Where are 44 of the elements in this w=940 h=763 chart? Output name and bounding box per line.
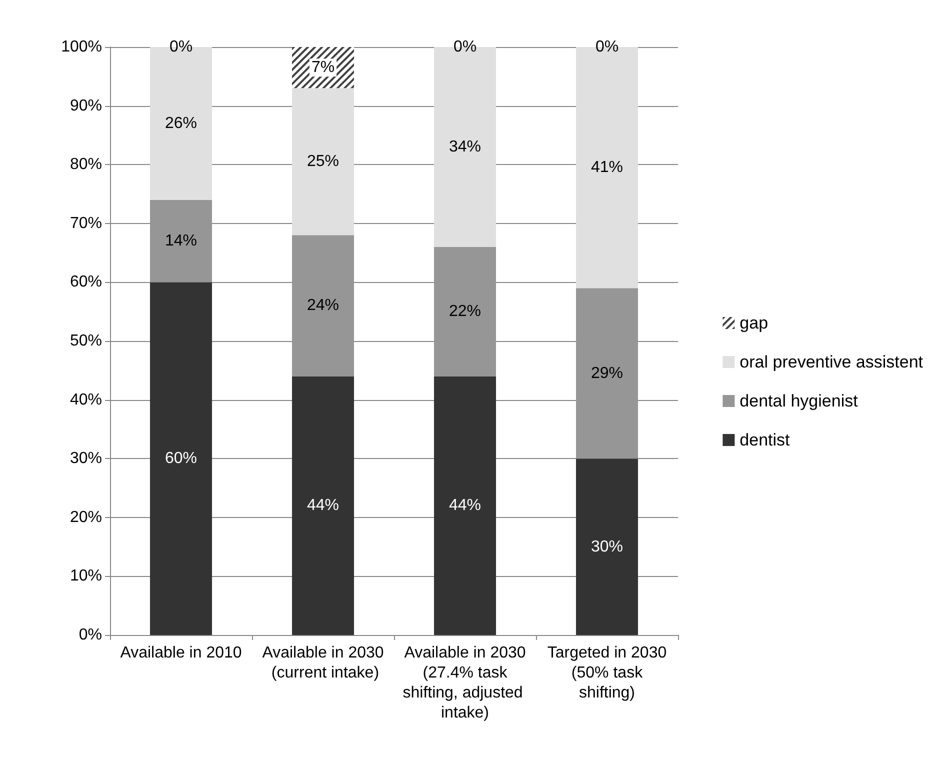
legend-label: gap <box>740 314 768 332</box>
data-label: 14% <box>164 232 198 250</box>
data-label: 41% <box>590 159 624 176</box>
x-tick-label: Available in 2030 (current intake) <box>262 644 384 682</box>
y-tick-label: 0% <box>78 626 102 644</box>
data-label: 44% <box>306 497 340 514</box>
legend-label: oral preventive assistent <box>740 352 924 372</box>
legend-label: dental hygienist <box>740 392 858 410</box>
data-label: 60% <box>164 450 198 468</box>
data-label: 24% <box>306 297 340 314</box>
y-tick-label: 100% <box>61 38 102 56</box>
data-label: 44% <box>448 497 482 514</box>
data-label: 0% <box>595 38 619 56</box>
y-tick-label: 80% <box>70 156 102 174</box>
bar <box>576 288 638 459</box>
x-tick-label: Available in 2030 (27.4% task shifting, adjusted intake) <box>402 644 528 722</box>
bar <box>150 200 212 282</box>
bar <box>434 376 496 635</box>
bar <box>292 376 354 635</box>
bar <box>434 246 496 376</box>
bar <box>292 88 354 236</box>
data-label: 25% <box>306 153 340 170</box>
bar <box>576 458 638 635</box>
bar <box>150 282 212 635</box>
y-tick-label: 90% <box>70 97 102 114</box>
y-tick-label: 50% <box>70 332 102 350</box>
y-tick-label: 20% <box>70 508 102 526</box>
data-label: 7% <box>311 59 335 76</box>
data-label: 34% <box>448 138 482 156</box>
x-tick-label: Available in 2010 <box>120 644 242 662</box>
y-tick-label: 30% <box>70 450 102 468</box>
y-tick-label: 70% <box>70 214 102 232</box>
x-tick-label: Targeted in 2030 (50% task shifting) <box>547 644 667 702</box>
y-tick-label: 40% <box>70 391 102 408</box>
data-label: 22% <box>448 303 482 320</box>
y-tick-label: 60% <box>70 274 102 291</box>
y-tick-label: 10% <box>70 568 102 585</box>
data-label: 29% <box>590 364 624 382</box>
bar <box>292 235 354 376</box>
data-label: 26% <box>164 114 198 132</box>
legend-label: dentist <box>740 430 790 450</box>
data-label: 30% <box>590 538 624 556</box>
data-label: 0% <box>453 38 477 56</box>
data-label: 0% <box>169 38 193 56</box>
